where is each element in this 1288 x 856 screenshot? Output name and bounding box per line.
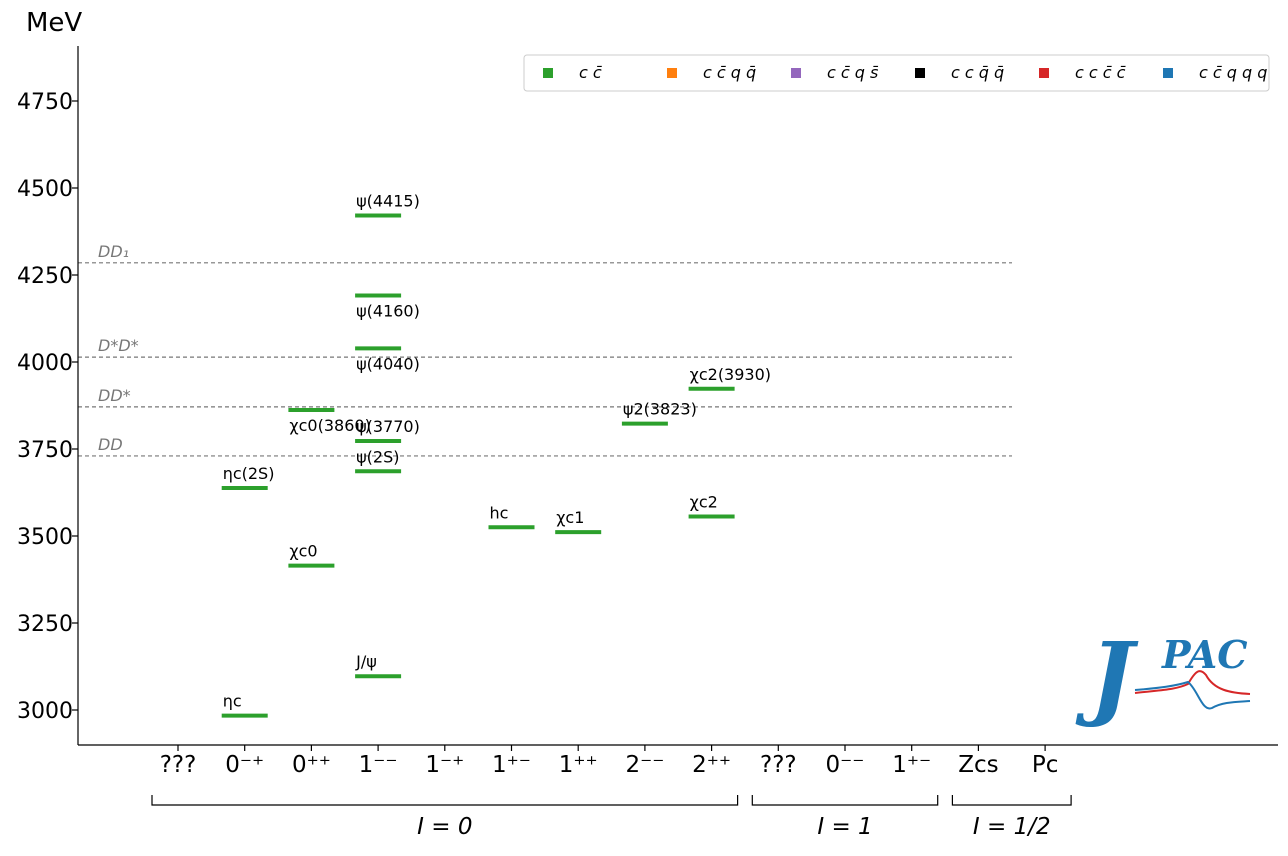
legend-swatch — [915, 68, 925, 78]
isospin-groups: I = 0 I = 1 I = 1/2 — [151, 795, 1072, 840]
threshold-label: DD* — [98, 386, 131, 405]
axes — [77, 46, 1278, 746]
x-tick-label: 1⁺⁺ — [559, 752, 598, 778]
state-label: ψ2(3823) — [623, 400, 697, 419]
threshold-label: DD — [98, 435, 123, 454]
logo-letter-j: J — [1075, 622, 1139, 730]
x-tick-label: 1⁺⁻ — [492, 752, 531, 778]
state-levels: ηc ηc(2S) χc0 χc0(3860) J/ψ ψ(2S) ψ(3770) ψ(404… — [221, 191, 771, 718]
y-tick-label: 4750 — [17, 90, 73, 115]
legend-swatch — [1039, 68, 1049, 78]
x-ticks: ??? 0⁻⁺ 0⁺⁺ 1⁻⁻ 1⁻⁺ 1⁺⁻ 1⁺⁺ 2⁻⁻ 2⁺⁺??? 0⁻⁻ 1⁺⁻ Zcs P… — [160, 745, 1059, 778]
x-tick-label: ??? — [160, 752, 197, 778]
state-label: ηc — [223, 692, 242, 711]
logo-red-curve — [1134, 670, 1251, 695]
x-tick-label: 0⁻⁻ — [826, 752, 865, 778]
y-axis-unit-label: MeV — [26, 8, 82, 38]
state-label: χc0(3860) — [289, 416, 370, 435]
state-label: χc0 — [289, 542, 317, 561]
state-label: χc2 — [690, 493, 718, 512]
legend: c c̄ c c̄ q q̄ c c̄ q s̄ c c q̄ q̄ c c c̄ c̄… — [523, 54, 1270, 92]
x-tick-label: 1⁺⁻ — [892, 752, 931, 778]
threshold-lines: DD DD* D*D* DD₁ — [78, 242, 1012, 457]
y-tick-label: 3250 — [17, 612, 73, 637]
legend-swatch — [667, 68, 677, 78]
logo-letters-pac: PAC — [1161, 632, 1248, 677]
x-tick-label: 2⁻⁻ — [625, 752, 664, 778]
y-tick-label: 3500 — [17, 525, 73, 550]
legend-label: c c q̄ q̄ — [951, 63, 1004, 82]
x-tick-label: 2⁺⁺ — [692, 752, 731, 778]
threshold-label: DD₁ — [98, 242, 129, 261]
y-tick-label: 4250 — [17, 264, 73, 289]
jpac-logo: J PAC — [1075, 622, 1251, 730]
state-label: ψ(4040) — [356, 354, 420, 373]
state-label: J/ψ — [355, 652, 377, 671]
legend-swatch — [543, 68, 553, 78]
y-tick-label: 3000 — [17, 699, 73, 724]
x-tick-label: 1⁻⁺ — [425, 752, 464, 778]
y-tick-label: 4500 — [17, 177, 73, 202]
group-bracket — [751, 795, 939, 806]
legend-label: c c̄ — [579, 63, 602, 82]
legend-label: c c̄ q s̄ — [827, 63, 879, 82]
state-label: χc1 — [556, 508, 584, 527]
y-tick-label: 4000 — [17, 351, 73, 376]
x-tick-label: Pc — [1032, 752, 1059, 778]
threshold-label: D*D* — [98, 336, 139, 355]
legend-swatch — [1163, 68, 1173, 78]
y-ticks: 3000 3250 3500 3750 4000 4250 4500 4750 — [17, 90, 78, 724]
legend-box — [523, 54, 1270, 92]
state-label: ψ(2S) — [356, 447, 399, 466]
x-tick-label: 0⁻⁺ — [225, 752, 264, 778]
x-tick-label: ??? — [760, 752, 797, 778]
group-bracket — [151, 795, 739, 806]
legend-label: c c̄ q q̄ — [703, 63, 756, 82]
x-tick-label: 1⁻⁻ — [359, 752, 398, 778]
group-label: I = 0 — [417, 814, 472, 840]
logo-blue-curve — [1134, 680, 1251, 710]
state-label: ψ(3770) — [356, 417, 420, 436]
state-label: ψ(4160) — [356, 302, 420, 321]
x-tick-label: 0⁺⁺ — [292, 752, 331, 778]
group-label: I = 1 — [817, 814, 872, 840]
legend-label: c c̄ q q q — [1199, 63, 1267, 82]
group-label: I = 1/2 — [973, 814, 1051, 840]
group-bracket — [951, 795, 1072, 806]
state-label: hc — [490, 503, 509, 522]
legend-swatch — [791, 68, 801, 78]
x-tick-label: Zcs — [958, 752, 998, 778]
y-tick-label: 3750 — [17, 438, 73, 463]
state-label: χc2(3930) — [690, 365, 771, 384]
legend-label: c c c̄ c̄ — [1075, 63, 1126, 82]
state-label: ηc(2S) — [223, 464, 275, 483]
state-label: ψ(4415) — [356, 191, 420, 210]
